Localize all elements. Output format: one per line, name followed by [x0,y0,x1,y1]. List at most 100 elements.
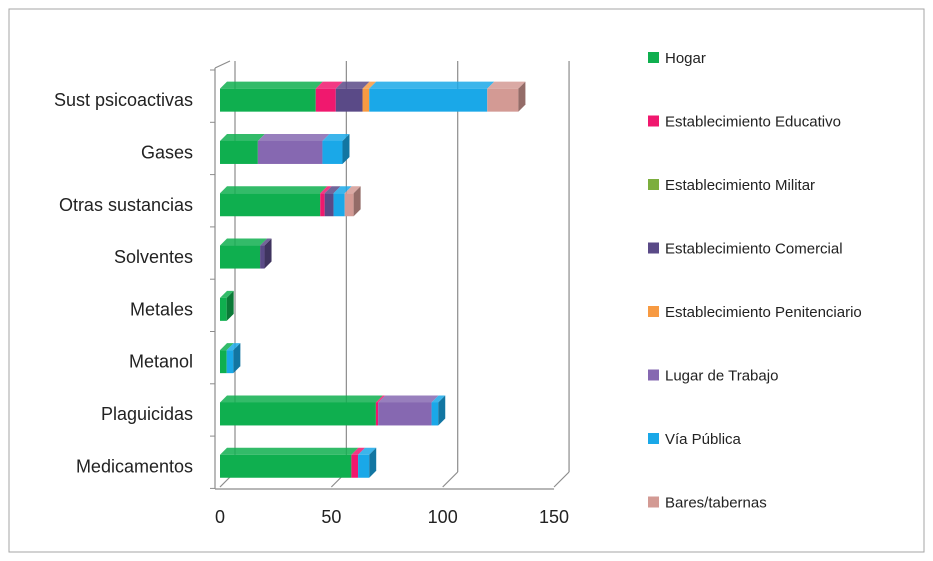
bar-5-6 [226,350,234,374]
axes [210,60,555,490]
category-label-4: Metales [130,299,193,319]
category-label-1: Gases [141,142,193,162]
bar-top-6-5 [378,395,439,403]
bar-top-2-6 [333,186,352,194]
legend-swatch-7 [648,496,659,508]
floor-gridline-2 [442,471,459,488]
bar-0-0 [220,88,316,112]
bar-end-6 [438,395,446,426]
bar-top-6-1 [375,395,386,403]
bar-top-0-3 [335,81,370,89]
category-label-5: Metanol [129,352,193,372]
bar-top-3-3 [260,238,272,246]
bar-end-1 [342,133,350,164]
bar-1-0 [220,140,258,164]
x-tick-label-1: 50 [321,507,341,527]
bar-end-0 [518,81,526,112]
bar-top-7-6 [358,447,377,455]
bar-top-3-0 [220,238,268,246]
x-tick-label-2: 100 [428,507,458,527]
legend-swatch-0 [648,52,659,63]
bar-0-1 [315,88,336,112]
legend: Hogar Establecimiento Educativo Establecim… [648,50,862,512]
bar-top-0-4 [362,81,377,89]
bar-6-1 [375,402,379,426]
legend-swatch-1 [648,115,659,127]
wall-top-edge [214,60,231,69]
bar-end-2 [353,186,361,217]
bar-2-6 [333,193,345,217]
bar-6-5 [378,402,432,426]
bar-group-5 [220,343,241,374]
bar-end-3 [264,238,272,269]
bar-7-0 [220,454,352,478]
bar-2-1 [320,193,325,217]
bar-0-3 [335,88,363,112]
bar-group-6 [220,395,446,426]
bar-top-2-3 [324,186,341,194]
x-tick-labels: 0 50 100 150 [215,507,569,527]
floor-gridline-3 [553,471,570,488]
legend-label-6: Vía Pública [665,431,742,448]
legend-label-7: Bares/tabernas [665,495,767,512]
bar-end-4 [226,290,234,321]
bar-6-0 [220,402,376,426]
bar-top-5-6 [226,343,241,351]
bar-6-6 [431,402,439,426]
category-label-7: Medicamentos [76,456,193,476]
bar-3-3 [260,245,265,269]
bar-2-0 [220,193,321,217]
bar-3-0 [220,245,261,269]
category-label-6: Plaguicidas [101,404,193,424]
bar-0-4 [362,88,370,112]
bar-top-6-0 [220,395,383,403]
bar-group-7 [220,447,377,478]
bar-end-5 [233,343,241,374]
bar-top-7-1 [351,447,366,455]
category-label-2: Otras sustancias [59,195,193,215]
bar-group-2 [220,186,361,217]
bar-group-1 [220,133,350,164]
bar-7-1 [351,454,359,478]
bar-group-3 [220,238,272,269]
bar-5-0 [220,350,227,374]
legend-swatch-2 [648,179,659,190]
bar-0-6 [369,88,488,112]
bar-group-4 [220,290,234,321]
bar-group-0 [220,81,526,112]
category-label-3: Solventes [114,247,193,267]
legend-swatch-4 [648,306,659,317]
legend-label-5: Lugar de Trabajo [665,368,778,385]
bar-0-7 [487,88,519,112]
bar-top-1-5 [257,133,330,141]
bar-2-7 [344,193,354,217]
bar-7-6 [358,454,370,478]
bar-2-3 [324,193,334,217]
bar-top-6-6 [431,395,446,403]
bars [220,81,526,478]
bar-top-2-0 [220,186,328,194]
bar-top-0-0 [220,81,323,89]
bar-top-7-0 [220,447,359,455]
bar-end-7 [369,447,377,478]
legend-label-1: Establecimiento Educativo [665,114,841,131]
legend-label-4: Establecimiento Penitenciario [665,304,862,321]
bar-top-1-0 [220,133,265,141]
legend-label-2: Establecimiento Militar [665,177,815,194]
bar-4-0 [220,297,227,321]
category-label-0: Sust psicoactivas [54,90,193,110]
bar-top-0-6 [369,81,495,89]
bar-top-5-0 [220,343,234,351]
legend-label-3: Establecimiento Comercial [665,241,843,258]
bar-top-0-7 [487,81,526,89]
x-tick-label-0: 0 [215,507,225,527]
bar-top-2-1 [320,186,332,194]
bar-1-6 [322,140,343,164]
legend-label-0: Hogar [665,50,706,67]
bar-top-2-7 [344,186,361,194]
bar-top-1-6 [322,133,350,141]
bar-top-0-1 [315,81,343,89]
legend-swatch-5 [648,369,659,381]
